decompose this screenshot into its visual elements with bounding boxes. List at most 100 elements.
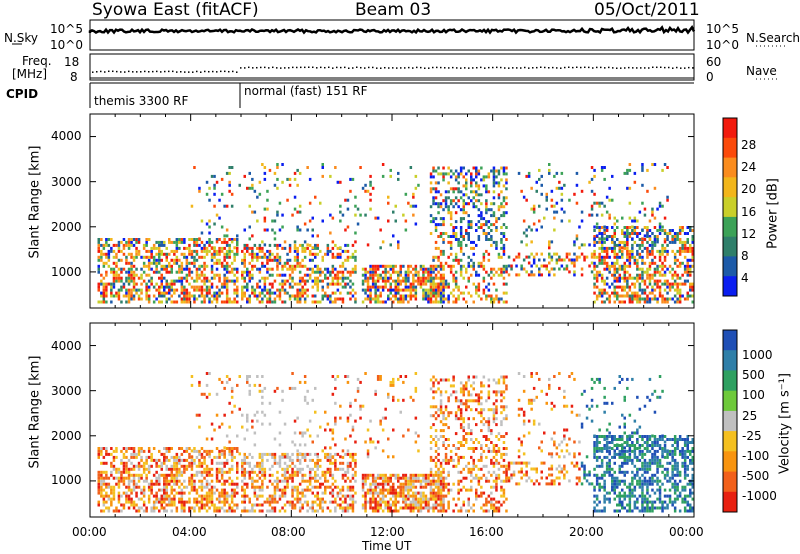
range-cell — [132, 488, 136, 492]
range-cell — [354, 264, 357, 268]
range-cell — [472, 196, 475, 200]
range-cell — [286, 452, 289, 456]
range-cell — [339, 467, 342, 471]
range-cell — [208, 491, 211, 495]
range-cell — [387, 276, 390, 280]
range-cell — [502, 205, 506, 209]
range-cell — [465, 285, 468, 289]
range-cell — [397, 297, 400, 301]
range-cell — [233, 255, 236, 259]
range-cell — [515, 264, 518, 268]
power-cells — [97, 163, 694, 304]
range-cell — [374, 294, 377, 298]
range-cell — [271, 219, 274, 223]
range-cell — [618, 255, 621, 259]
range-cell — [470, 294, 473, 298]
range-cell — [475, 190, 478, 194]
range-cell — [442, 429, 445, 433]
range-cell — [399, 273, 402, 277]
nsearch-tick-bottom: 10^0 — [706, 38, 739, 52]
range-cell — [449, 175, 453, 179]
range-cell — [155, 494, 158, 498]
velocity-ytick-1000: 1000 — [51, 473, 82, 487]
range-cell — [210, 458, 214, 462]
range-cell — [429, 190, 433, 194]
range-cell — [366, 297, 370, 301]
range-cell — [346, 509, 350, 513]
range-cell — [439, 294, 443, 298]
freq-dot — [328, 66, 330, 69]
range-cell — [522, 219, 526, 223]
range-cell — [100, 509, 103, 513]
range-cell — [462, 175, 465, 179]
range-cell — [593, 285, 596, 289]
range-cell — [233, 455, 236, 459]
range-cell — [472, 178, 475, 182]
range-cell — [532, 255, 536, 259]
range-cell — [228, 509, 231, 513]
range-cell — [180, 279, 184, 283]
range-cell — [626, 285, 629, 289]
range-cell — [160, 276, 163, 280]
range-cell — [475, 273, 478, 277]
range-cell — [656, 264, 659, 268]
range-cell — [470, 467, 473, 471]
range-cell — [326, 294, 330, 298]
range-cell — [132, 238, 136, 241]
range-cell — [402, 276, 405, 280]
range-cell — [641, 163, 644, 166]
range-cell — [210, 240, 214, 244]
range-cell — [434, 470, 438, 474]
range-cell — [293, 294, 297, 298]
range-cell — [351, 282, 355, 286]
range-cell — [485, 187, 488, 191]
range-cell — [120, 449, 123, 453]
range-cell — [522, 231, 526, 235]
range-cell — [432, 199, 435, 203]
range-cell — [132, 447, 136, 450]
range-cell — [120, 476, 123, 480]
range-cell — [439, 491, 443, 495]
range-cell — [351, 497, 355, 501]
range-cell — [434, 444, 438, 447]
range-cell — [100, 476, 103, 480]
range-cell — [477, 208, 481, 212]
range-cell — [253, 491, 257, 495]
range-cell — [314, 500, 317, 504]
range-cell — [127, 482, 131, 486]
range-cell — [387, 288, 390, 292]
range-cell — [236, 285, 239, 289]
range-cell — [293, 255, 297, 259]
range-cell — [185, 447, 189, 450]
range-cell — [319, 500, 322, 504]
range-cell — [389, 267, 392, 271]
range-cell — [447, 264, 450, 268]
range-cell — [442, 288, 445, 292]
range-cell — [429, 473, 433, 477]
range-cell — [447, 396, 450, 400]
range-cell — [459, 423, 463, 427]
range-cell — [271, 258, 274, 262]
range-cell — [341, 509, 345, 513]
range-cell — [145, 297, 148, 301]
range-cell — [115, 276, 118, 280]
range-cell — [505, 166, 508, 170]
range-cell — [168, 503, 171, 507]
range-cell — [183, 276, 186, 280]
range-cell — [376, 491, 380, 495]
range-cell — [618, 279, 621, 283]
range-cell — [397, 500, 400, 504]
range-cell — [147, 300, 151, 304]
range-cell — [459, 220, 463, 224]
range-cell — [611, 240, 614, 244]
range-cell — [371, 506, 375, 510]
range-cell — [329, 282, 332, 286]
range-cell — [258, 300, 262, 304]
range-cell — [442, 458, 445, 462]
range-cell — [105, 252, 108, 256]
range-cell — [301, 288, 304, 292]
range-cell — [633, 258, 637, 262]
range-cell — [339, 291, 342, 295]
range-cell — [190, 476, 194, 480]
range-cell — [258, 470, 262, 474]
